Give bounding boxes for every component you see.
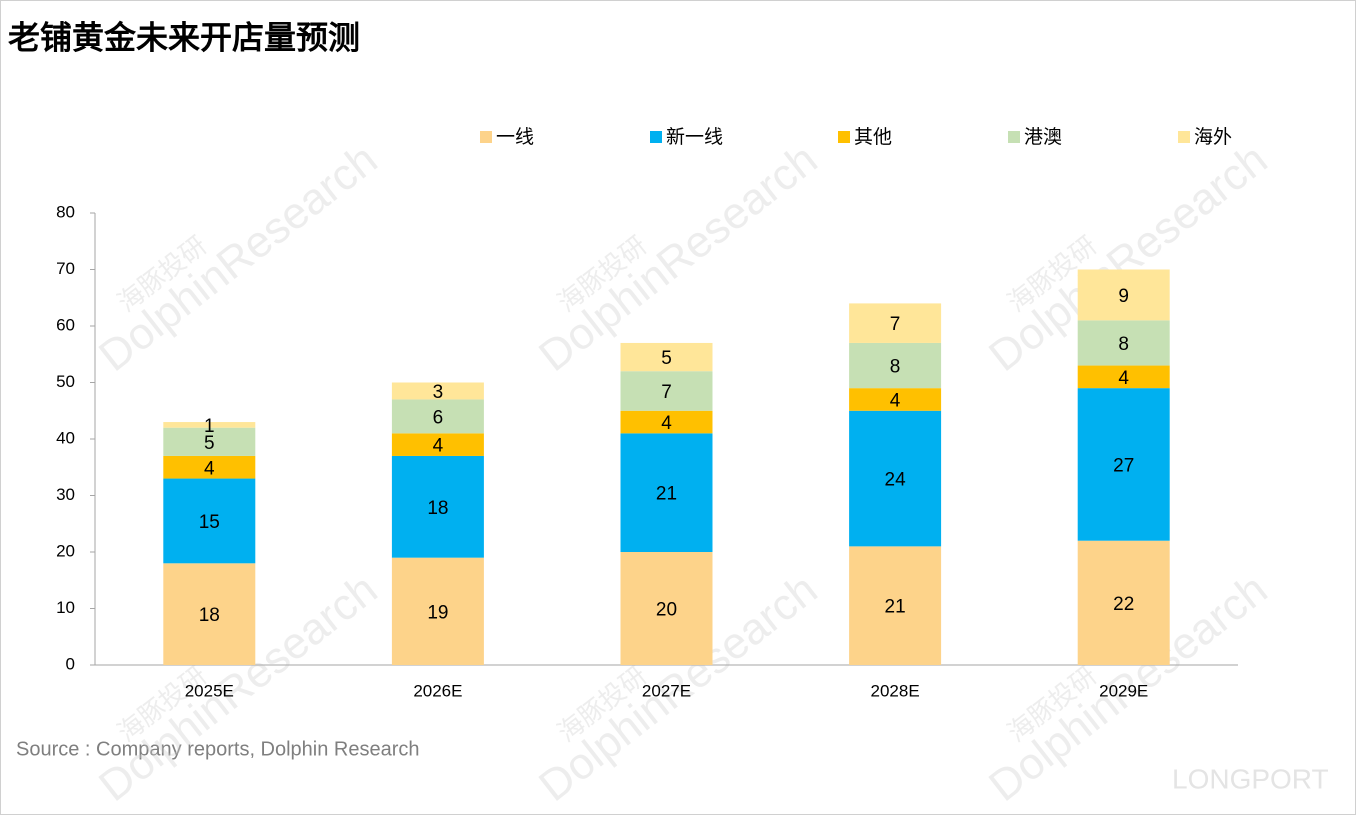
bar-segment <box>849 303 942 343</box>
y-tick-label: 20 <box>56 541 75 560</box>
legend-label: 新一线 <box>666 126 723 148</box>
data-label: 3 <box>433 382 444 403</box>
data-label: 7 <box>661 382 672 403</box>
data-label: 4 <box>1118 368 1129 389</box>
legend-label: 海外 <box>1194 126 1232 148</box>
bar-segment <box>620 433 713 552</box>
chart-title: 老铺黄金未来开店量预测 <box>8 19 360 55</box>
bar-segment <box>1077 365 1170 389</box>
legend-label: 港澳 <box>1024 126 1062 148</box>
data-label: 1 <box>204 416 215 437</box>
x-tick-label: 2025E <box>185 681 234 700</box>
bar-segment <box>391 382 484 400</box>
bar-segment <box>1077 269 1170 321</box>
source-note: Source : Company reports, Dolphin Resear… <box>16 738 420 760</box>
data-label: 21 <box>885 597 906 618</box>
brand-watermark: LONGPORT <box>1172 763 1329 794</box>
x-tick-label: 2027E <box>642 681 691 700</box>
bar-segment <box>163 563 256 665</box>
y-tick-label: 30 <box>56 485 75 504</box>
bar-segment <box>620 552 713 665</box>
bar-segment <box>391 433 484 456</box>
bar-segment <box>163 455 256 479</box>
data-label: 18 <box>199 605 220 626</box>
bar-segment <box>163 478 256 564</box>
y-tick-label: 70 <box>56 259 75 278</box>
bar-segment <box>391 399 484 434</box>
bar-segment <box>1077 388 1170 541</box>
bar-segment <box>849 388 942 411</box>
data-label: 18 <box>427 498 448 519</box>
legend-swatch <box>1178 131 1190 143</box>
data-label: 5 <box>661 348 672 369</box>
y-tick-label: 80 <box>56 202 75 221</box>
bar-segment <box>849 546 942 665</box>
bar-segment <box>391 557 484 665</box>
bar-segment <box>620 342 713 372</box>
x-tick-label: 2028E <box>871 681 920 700</box>
data-label: 15 <box>199 512 220 533</box>
data-label: 7 <box>890 314 901 335</box>
data-label: 5 <box>204 433 215 454</box>
y-tick-label: 60 <box>56 315 75 334</box>
data-label: 8 <box>1118 334 1129 355</box>
bar-segment <box>1077 320 1170 366</box>
bar-segment <box>163 427 256 456</box>
bar-segment <box>1077 540 1170 665</box>
legend-swatch <box>1008 131 1020 143</box>
data-label: 4 <box>661 413 672 434</box>
data-label: 19 <box>427 602 448 623</box>
data-label: 22 <box>1113 594 1134 615</box>
data-label: 21 <box>656 484 677 505</box>
legend-label: 一线 <box>496 126 534 148</box>
data-label: 9 <box>1118 286 1129 307</box>
legend-swatch <box>480 131 492 143</box>
bar-segment <box>391 455 484 558</box>
data-label: 4 <box>204 458 215 479</box>
y-tick-label: 50 <box>56 372 75 391</box>
bar-segment <box>163 422 256 428</box>
bar-segment <box>620 410 713 434</box>
x-tick-label: 2029E <box>1099 681 1148 700</box>
bar-segment <box>849 410 942 547</box>
data-label: 27 <box>1113 455 1134 476</box>
bar-segment <box>620 371 713 411</box>
legend-label: 其他 <box>854 126 892 148</box>
y-tick-label: 0 <box>66 654 75 673</box>
x-tick-label: 2026E <box>413 681 462 700</box>
y-tick-label: 10 <box>56 598 75 617</box>
bar-segment <box>849 342 942 389</box>
data-label: 4 <box>433 436 444 457</box>
data-label: 4 <box>890 390 901 411</box>
data-label: 20 <box>656 600 677 621</box>
data-label: 24 <box>885 470 907 491</box>
y-tick-label: 40 <box>56 428 75 447</box>
data-label: 8 <box>890 357 901 378</box>
legend-swatch <box>650 131 662 143</box>
legend-swatch <box>838 131 850 143</box>
data-label: 6 <box>433 407 444 428</box>
